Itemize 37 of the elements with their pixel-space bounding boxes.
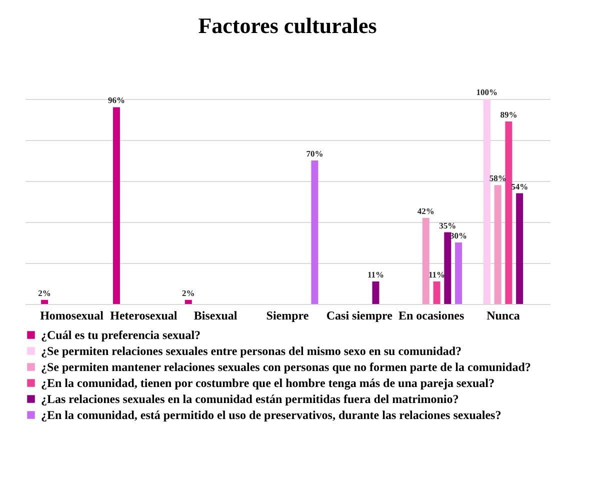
data-label: 2% [182, 288, 195, 298]
bar [483, 99, 490, 304]
legend-label: ¿Cuál es tu preferencia sexual? [41, 328, 201, 342]
bar [372, 281, 380, 304]
data-label: 70% [306, 148, 324, 158]
bar [422, 218, 430, 304]
legend-label: ¿Las relaciones sexuales en la comunidad están permitidas fuera del matrimonio? [41, 392, 459, 406]
bar [516, 193, 524, 304]
data-label: 2% [38, 288, 51, 298]
data-label: 42% [417, 206, 434, 216]
data-label: 100% [476, 87, 498, 97]
data-label: 96% [108, 95, 125, 106]
data-label: 35% [439, 220, 456, 230]
x-tick-label: Bisexual [194, 308, 238, 322]
data-label: 11% [367, 269, 384, 280]
x-tick-label: Siempre [266, 308, 310, 322]
bar [112, 107, 120, 304]
bar [184, 300, 192, 304]
bar [505, 122, 512, 304]
bar [41, 300, 48, 304]
x-tick-label: Heterosexual [110, 308, 178, 322]
bar [433, 281, 440, 304]
bar [444, 232, 452, 304]
bar [494, 185, 502, 304]
legend-label: ¿Se permiten mantener relaciones sexuales con personas que no formen parte de la comunidad? [41, 360, 531, 374]
chart-title: Factores culturales [198, 13, 378, 38]
x-tick-label: Casi siempre [326, 308, 394, 322]
legend-label: ¿En la comunidad, tienen por costumbre que el hombre tenga más de una pareja sexual? [41, 376, 494, 390]
x-tick-label: En ocasiones [398, 308, 464, 322]
legend-label: ¿Se permiten relaciones sexuales entre personas del mismo sexo en su comunidad? [41, 344, 462, 358]
legend-label: ¿En la comunidad, está permitido el uso de preservativos, durante las relaciones sexuales? [41, 408, 502, 422]
bar [311, 160, 318, 304]
data-label: 89% [500, 110, 518, 120]
x-tick-label: Nunca [486, 308, 520, 322]
bar [455, 242, 462, 304]
x-tick-label: Homosexual [40, 308, 104, 322]
data-label: 58% [489, 173, 506, 184]
